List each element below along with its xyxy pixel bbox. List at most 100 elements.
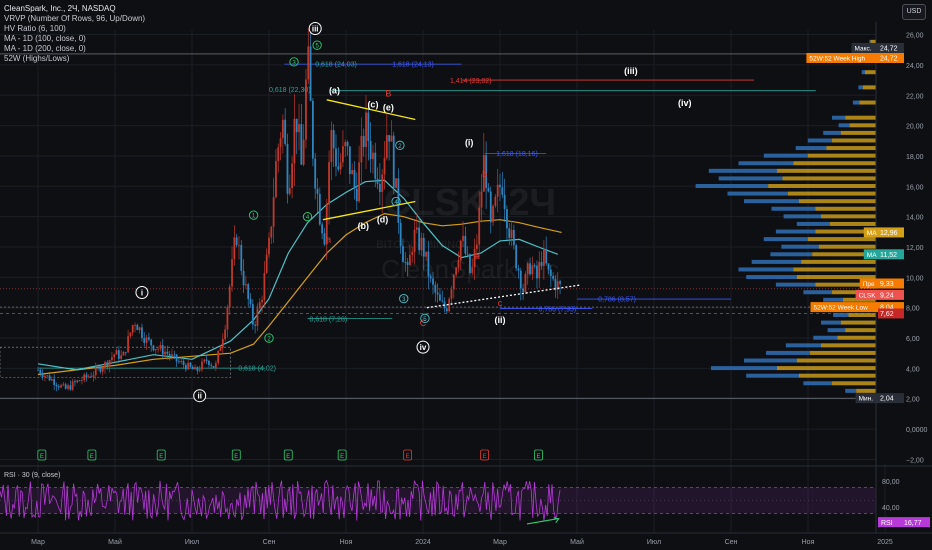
earnings-marker[interactable] <box>37 449 47 461</box>
candle-body <box>538 262 541 279</box>
candle-body <box>106 362 109 367</box>
vrvp-bar <box>862 85 876 90</box>
candle-body <box>476 244 478 249</box>
vrvp-bar <box>848 312 876 317</box>
candle-body <box>238 244 240 246</box>
candle-body <box>378 183 381 192</box>
candles <box>37 27 561 392</box>
indicator-ma100[interactable]: MA - 1D (100, close, 0) <box>4 34 86 43</box>
candle-body <box>122 352 125 356</box>
level-value: 7,62 <box>880 311 894 318</box>
wave-circle <box>416 340 430 354</box>
vrvp-bar <box>796 221 830 226</box>
rsi-pane[interactable]: RSI · 30 (9, close) 80,00 40,00 RSI 16,77 <box>0 465 932 528</box>
candle-body <box>44 375 46 378</box>
candle-body <box>432 278 434 285</box>
candle-body <box>517 268 520 271</box>
currency-button[interactable]: USD <box>902 4 926 20</box>
indicator-ma200[interactable]: MA - 1D (200, close, 0) <box>4 44 86 53</box>
earnings-marker[interactable] <box>480 449 490 461</box>
time-tick: Май <box>570 538 584 546</box>
candle-body <box>124 352 127 353</box>
earnings-marker[interactable] <box>231 449 241 461</box>
candle-body <box>69 385 72 390</box>
vrvp-bar <box>746 373 799 378</box>
vrvp-bar <box>821 214 876 219</box>
candle-body <box>365 112 367 148</box>
fib-label: 0,618 (24,03) <box>315 61 357 68</box>
candle-body <box>545 249 548 264</box>
candle-body <box>242 270 245 286</box>
candle-body <box>399 222 402 247</box>
price-level-badge: Мин. 2,04 <box>855 393 904 404</box>
candle-body <box>508 228 511 238</box>
candle-body <box>369 141 372 160</box>
wave-label: (c) <box>367 99 378 109</box>
wave-circle <box>289 57 299 67</box>
candle-body <box>245 284 247 286</box>
vrvp-bar <box>827 328 846 333</box>
candle-body <box>180 361 183 362</box>
candle-body <box>184 364 187 370</box>
candle-body <box>217 350 220 363</box>
fib-label: 0,786 (8,57) <box>598 297 636 304</box>
candle-body <box>390 135 393 142</box>
vrvp-bar <box>782 176 876 181</box>
earnings-marker[interactable] <box>156 449 166 461</box>
earnings-marker[interactable] <box>403 449 413 461</box>
earnings-marker[interactable] <box>283 449 293 461</box>
candle-body <box>480 191 483 208</box>
indicator-vrvp[interactable]: VRVP (Number Of Rows, 96, Up/Down) <box>4 14 146 23</box>
vrvp-bar <box>845 115 876 120</box>
candle-body <box>455 267 458 275</box>
earnings-marker[interactable] <box>337 449 347 461</box>
level-value-bg <box>878 278 904 289</box>
chart-title: CleanSpark, Inc., 2Ч, NASDAQ <box>4 4 116 13</box>
price-level-badge: CLSK 9,24 <box>855 289 904 300</box>
candle-body <box>275 161 277 198</box>
vrvp-bar <box>711 366 777 371</box>
candle-body <box>205 359 208 361</box>
vrvp-bar <box>821 343 876 348</box>
candle-body <box>261 299 263 303</box>
vrvp-bar <box>832 290 876 295</box>
candle-body <box>439 294 441 301</box>
indicator-52w[interactable]: 52W (Highs/Lows) <box>4 54 70 63</box>
triangle-upper-trendline <box>326 99 416 121</box>
earnings-marker[interactable] <box>87 449 97 461</box>
earnings-marker[interactable] <box>534 449 543 461</box>
wave-label: c <box>498 298 503 308</box>
wave-circle <box>399 293 409 304</box>
vrvp-bar <box>807 237 876 242</box>
candle-body <box>302 139 305 165</box>
candle-body <box>515 245 518 269</box>
candle-body <box>256 308 259 326</box>
candle-body <box>53 379 56 385</box>
candle-body <box>429 276 432 279</box>
candle-body <box>346 141 349 147</box>
level-value-bg <box>878 393 904 404</box>
candle-body <box>547 263 550 270</box>
price-level-badge: Макс. 24,72 <box>851 42 904 53</box>
indicator-hv-ratio[interactable]: HV Ratio (6, 100) <box>4 24 66 33</box>
candle-body <box>129 332 132 337</box>
candle-body <box>279 138 282 148</box>
vrvp-bar <box>793 267 876 272</box>
vrvp-bar <box>763 153 808 158</box>
candle-body <box>342 146 344 163</box>
time-tick: Сен <box>263 539 276 546</box>
vrvp-bar <box>826 146 876 151</box>
candle-body <box>191 366 194 370</box>
candle-body <box>383 157 386 175</box>
candle-body <box>519 270 522 289</box>
candle-body <box>434 284 437 293</box>
level-value: 24,72 <box>880 55 898 62</box>
candle-body <box>415 227 418 230</box>
candle-body <box>427 251 430 277</box>
time-tick: Май <box>108 538 122 546</box>
candle-body <box>397 178 400 223</box>
candle-body <box>288 188 291 194</box>
wave-circle <box>308 21 322 35</box>
candle-body <box>337 166 340 170</box>
